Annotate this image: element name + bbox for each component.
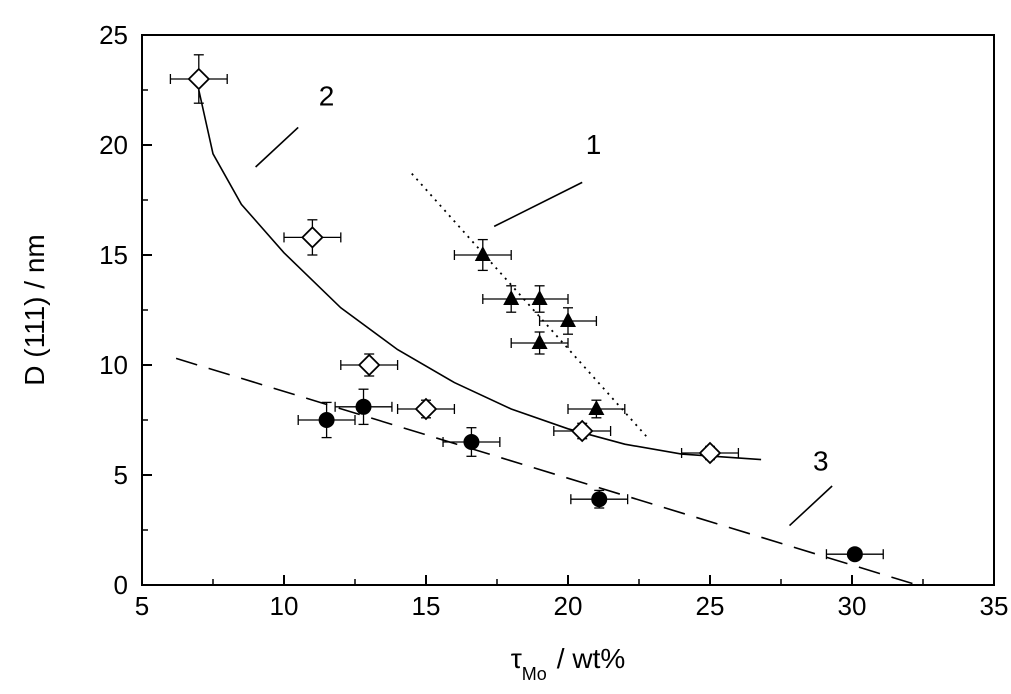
circle-marker [463,434,480,450]
y-tick-label: 20 [99,130,128,160]
y-axis-title: D (111) / nm [19,234,50,385]
y-tick-label: 5 [114,460,128,490]
circle-marker [846,546,863,563]
triangle-marker [531,334,548,349]
annotation-leader [788,485,833,527]
annotation-leader [255,126,299,168]
y-tick-label: 0 [114,570,128,600]
data-markers [187,67,863,563]
circle-marker [591,491,608,508]
y-tick-label: 15 [99,240,128,270]
x-tick-label: 10 [270,591,299,621]
annotation-label: 3 [813,446,829,477]
annotation-label: 2 [319,80,335,111]
triangle-marker [503,290,520,305]
x-tick-label: 35 [980,591,1009,621]
y-tick-label: 10 [99,350,128,380]
diamond-marker [414,397,438,421]
dotted-curve [411,173,649,439]
triangle-marker [560,312,576,327]
x-axis-unit: / wt% [557,643,625,674]
y-tick-label: 25 [99,20,128,50]
x-axis-subscript: Mo [522,664,547,684]
annotation-label: 1 [586,129,602,160]
x-tick-label: 15 [412,591,441,621]
triangle-marker [531,290,548,305]
diamond-marker [187,67,211,91]
x-tick-label: 30 [838,591,867,621]
annotation-leader [493,181,583,228]
circle-marker [318,412,335,428]
circle-marker [355,398,372,415]
diamond-marker [357,353,381,377]
fit-curves [175,89,918,586]
x-tick-label: 20 [554,591,583,621]
diamond-marker [698,441,722,465]
diamond-marker [301,226,324,249]
solid-curve [198,89,762,461]
x-tick-label: 25 [696,591,725,621]
diamond-marker [570,419,594,443]
dashed-curve [175,357,918,586]
annotations: 1 2 3 [255,80,833,527]
x-axis-symbol: τ [511,643,522,674]
triangle-marker [588,400,605,415]
x-tick-label: 5 [135,591,149,621]
triangle-marker [474,246,491,261]
axis-ticks [141,34,995,586]
x-axis-title: τMo / wt% [511,643,626,684]
error-bars [169,54,884,560]
